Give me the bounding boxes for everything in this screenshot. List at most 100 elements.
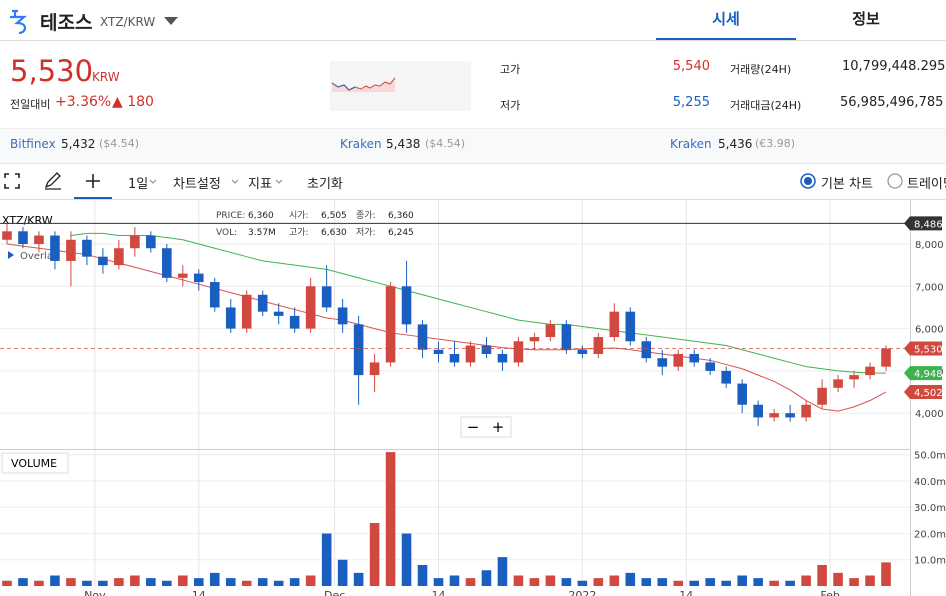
candle-body [673,353,684,367]
crosshair-tool[interactable] [74,165,112,199]
zoom-out[interactable]: − [467,418,480,436]
x-tick-label: 14 [192,589,206,596]
tab[interactable]: 시세 [656,0,796,41]
volume-bar [114,578,124,586]
candle-body [257,294,268,312]
indicators[interactable]: 지표 [248,177,272,192]
radio-off[interactable] [887,173,903,189]
y-tick-label: 50.0m [914,451,946,462]
candle-body [417,324,428,350]
candle-body [241,294,252,329]
volume-bar [305,575,316,586]
zoom-in[interactable]: + [492,418,505,436]
volume-bar [401,533,412,586]
draw-icon[interactable] [44,172,62,190]
volume-bar [769,580,779,586]
volume-bar [2,580,12,586]
pair: XTZ/KRW [100,15,156,29]
volume-bar [609,575,620,586]
candle-body [289,315,300,329]
candle-body [641,341,652,359]
price-tag-label: 4,502 [914,388,943,399]
volume-bar [641,578,652,586]
symbol: XTZ/KRW [2,214,53,227]
stat-value: 10,799,448.295 X [842,59,946,74]
volume-bar [849,578,859,586]
candle-body [130,235,140,249]
candle-body [193,273,204,283]
candle-body [529,337,540,342]
candle-body [50,235,60,261]
radio-on[interactable] [800,173,816,189]
settings[interactable]: 차트설정 [173,177,221,192]
volume-bar [369,522,380,586]
exchange[interactable]: Kraken [670,137,712,151]
volume-bar [737,575,747,586]
volume-bar [353,572,364,586]
volume-bar [865,575,875,586]
volume-bar [18,578,28,586]
volume-bar [50,575,60,586]
volume-bar [162,580,172,586]
volume-bar [497,557,508,586]
x-tick-label: Dec [324,589,345,596]
volume-bar [34,580,44,586]
candle-body [545,324,556,338]
candle-body [865,366,875,376]
overlay[interactable]: Overlay [20,251,59,262]
ma-line [70,232,887,374]
candle-body [577,349,588,354]
volume-bar [785,580,795,586]
tooltip-value: 3.57M [248,228,276,238]
exchange-price: 5,438 [386,137,421,151]
tooltip-label: 시가: [289,210,309,221]
volume-bar [673,580,684,586]
candle-body [689,353,700,363]
volume-bar [801,575,811,586]
volume-bar [146,578,156,586]
candle-body [449,353,460,363]
exchange[interactable]: Kraken [340,137,382,151]
candle-body [481,345,492,354]
stat-label: 저가 [500,99,521,112]
coin-name: 테조스 [40,12,93,34]
candle-body [66,239,76,261]
volume-bar [881,562,891,586]
mode[interactable]: 트레이딩뷰 [907,177,946,192]
zoom-box [460,416,512,438]
volume-bar [529,578,540,586]
candle-body [881,348,891,367]
exchange-price: 5,436 [718,137,753,151]
candle-body [225,307,236,329]
y-tick-label: 7,000 [915,282,944,293]
sparkline [330,61,471,111]
x-tick-label: Nov [84,589,106,596]
volume-bar [833,572,843,586]
stat-value: 5,540 [672,59,710,74]
fullscreen-icon[interactable] [4,173,20,189]
candle-body [769,413,779,418]
candle-body [209,282,220,308]
reset[interactable]: 초기화 [307,177,343,192]
volume-bar [321,533,332,586]
volume-bar [817,564,827,586]
volume-bar [689,580,700,586]
volume-bar [433,578,444,586]
volume-bar [449,575,460,586]
candle-body [561,324,572,350]
tooltip-label: PRICE: [216,211,245,221]
dropdown[interactable] [164,17,178,25]
volume-bar [657,578,668,586]
interval[interactable]: 1일 [128,177,149,192]
volume-bar [82,580,92,586]
mode[interactable]: 기본 차트 [821,177,873,192]
candle-body [833,379,843,388]
volume-bar [66,578,76,586]
exchange[interactable]: Bitfinex [10,137,56,151]
price-tag [904,341,942,356]
tab[interactable]: 정보 [852,10,880,28]
carets [150,179,283,184]
stat-label: 거래량(24H) [730,63,792,76]
candle-body [465,345,476,363]
candle-body [625,311,636,342]
